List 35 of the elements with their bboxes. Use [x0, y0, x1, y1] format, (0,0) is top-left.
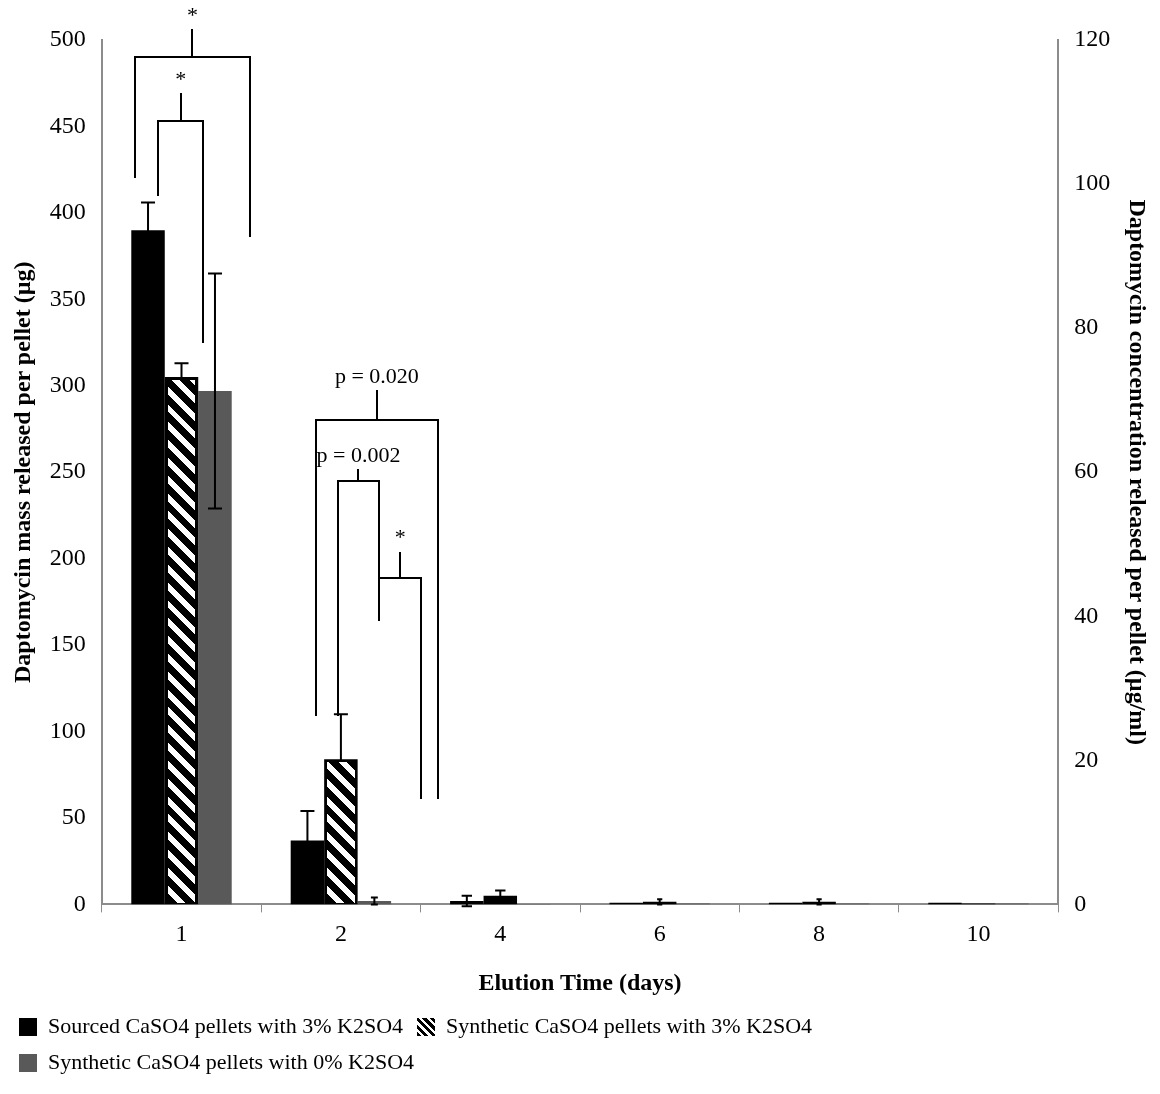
y-tick-label: 350	[49, 284, 86, 311]
legend-label: Synthetic CaSO4 pellets with 0% K2SO4	[48, 1048, 415, 1074]
y-tick-label: 0	[73, 889, 86, 916]
y-tick-label: 400	[49, 198, 86, 225]
y-tick-label: 50	[61, 803, 86, 830]
x-tick-label: 6	[653, 920, 666, 947]
x-tick-label: 10	[966, 920, 991, 947]
annotation: *	[394, 524, 406, 550]
x-tick-label: 1	[175, 920, 188, 947]
x-tick-label: 8	[813, 920, 826, 947]
y-tick-label: 100	[49, 716, 86, 743]
x-tick-label: 4	[494, 920, 507, 947]
legend-label: Sourced CaSO4 pellets with 3% K2SO4	[48, 1012, 404, 1038]
y2-tick-label: 60	[1074, 457, 1099, 484]
text: *	[186, 2, 198, 28]
annotation: *	[175, 66, 187, 92]
annotation: p = 0.020	[334, 363, 419, 389]
y-tick-label: 300	[49, 371, 86, 398]
x-tick-label: 2	[334, 920, 347, 947]
y2-tick-label: 40	[1074, 601, 1099, 628]
y2-tick-label: 100	[1074, 169, 1111, 196]
y-tick-label: 200	[49, 543, 86, 570]
annotation: p = 0.002	[316, 441, 401, 467]
y2-axis-title: Daptomycin concentration released per pellet (µg/ml)	[1125, 199, 1152, 745]
y2-tick-label: 120	[1074, 25, 1111, 52]
y-tick-label: 150	[49, 630, 86, 657]
y-tick-label: 500	[49, 25, 86, 52]
y2-tick-label: 80	[1074, 313, 1099, 340]
y-tick-label: 450	[49, 111, 86, 138]
y2-tick-label: 20	[1074, 745, 1099, 772]
legend-label: Synthetic CaSO4 pellets with 3% K2SO4	[446, 1012, 813, 1038]
y-tick-label: 250	[49, 457, 86, 484]
y2-tick-label: 0	[1074, 889, 1087, 916]
y-axis-title: Daptomycin mass released per pellet (µg)	[8, 261, 35, 683]
x-axis-title: Elution Time (days)	[478, 968, 682, 995]
